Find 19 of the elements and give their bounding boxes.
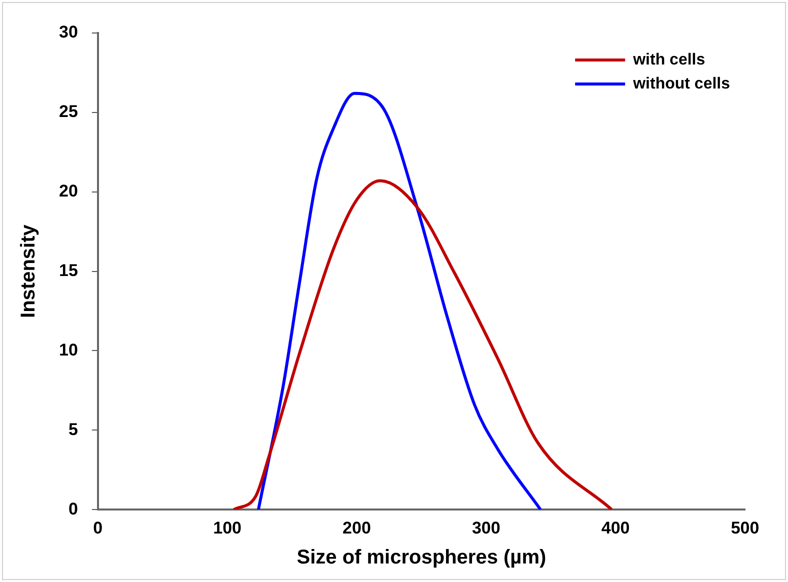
y-tick-label: 5 bbox=[68, 420, 78, 439]
x-tick-label: 400 bbox=[601, 518, 630, 538]
y-tick-label: 20 bbox=[58, 182, 78, 201]
legend-label: without cells bbox=[632, 75, 730, 92]
y-tick-label: 15 bbox=[58, 260, 78, 280]
y-tick-label: 30 bbox=[58, 22, 78, 42]
line-series bbox=[256, 92, 542, 510]
legend-label: with cells bbox=[632, 51, 706, 68]
x-tick-label: 100 bbox=[213, 518, 242, 538]
x-tick-label: 500 bbox=[730, 518, 760, 538]
y-tick-label: 10 bbox=[58, 340, 78, 360]
x-tick-label: 0 bbox=[93, 518, 103, 538]
x-axis-title: Size of microspheres (µm) bbox=[296, 546, 546, 569]
y-tick-label: 0 bbox=[68, 499, 78, 518]
y-tick-label: 25 bbox=[58, 102, 78, 122]
x-tick-label: 200 bbox=[342, 518, 371, 538]
x-tick-label: 300 bbox=[472, 518, 500, 538]
y-axis-title: Instensity bbox=[18, 224, 40, 318]
line-series bbox=[232, 179, 614, 510]
